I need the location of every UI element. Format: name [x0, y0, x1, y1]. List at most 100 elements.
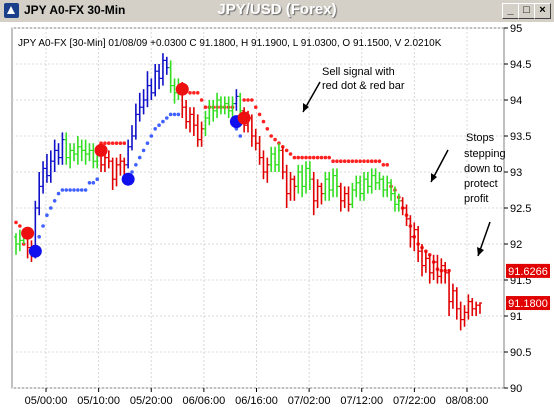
y-tick-label: 90.5 — [510, 347, 531, 359]
y-tick-label: 94 — [510, 95, 522, 107]
stop-dots — [14, 83, 451, 273]
stop-dot — [83, 188, 88, 192]
red-signal-dot — [21, 226, 35, 240]
stop-dot — [346, 159, 351, 163]
stop-dot — [362, 159, 366, 163]
stop-dot — [107, 141, 111, 145]
stop-dot — [41, 224, 45, 228]
stop-dot — [265, 127, 270, 131]
stop-dot — [369, 159, 374, 163]
stop-dot — [385, 163, 390, 167]
stop-dot — [304, 155, 308, 160]
y-tick-label: 92.5 — [510, 203, 531, 215]
stop-dot — [172, 112, 177, 117]
title-bar: JPY A0-FX 30-Min JPY/USD (Forex) _ □ × — [0, 0, 554, 23]
stops-annotation-line-1: Stops — [466, 132, 495, 144]
stop-dot — [350, 159, 355, 163]
stop-dot — [257, 112, 262, 117]
stop-dot — [311, 155, 316, 160]
blue-signal-dot — [28, 244, 42, 258]
stop-dot — [45, 213, 49, 217]
stop-dot — [366, 159, 370, 163]
x-tick-label: 05/10:00 — [77, 395, 120, 407]
stop-dot — [76, 188, 80, 192]
stop-dot — [331, 159, 335, 163]
stop-dot — [203, 105, 208, 109]
price-chart[interactable]: 95 94.5 94 93.5 93 92.5 92 91.5 91 90.5 90 05/00:0… — [0, 22, 554, 414]
stop-dot — [246, 98, 250, 102]
stop-dot — [137, 155, 142, 160]
stop-dot — [52, 199, 57, 203]
stop-dot — [37, 235, 41, 239]
stop-dot — [18, 224, 22, 228]
stops-annotation-line-3: down to — [464, 163, 503, 175]
stop-dot — [253, 105, 258, 109]
close-button[interactable]: × — [534, 3, 551, 19]
sell-arrow-head — [303, 103, 309, 112]
x-tick-label: 05/20:00 — [130, 395, 173, 407]
stop-dot — [72, 188, 76, 192]
stop-dot — [250, 98, 254, 102]
stop-dot — [91, 181, 96, 185]
sell-annotation-line-2: red dot & red bar — [322, 80, 405, 92]
stop-dot — [323, 155, 328, 160]
info-line: JPY A0-FX [30-Min] 01/08/09 +0.0300 C 91… — [18, 38, 442, 49]
price-label-text: 91.1800 — [508, 298, 548, 310]
stop-dot — [273, 137, 277, 142]
stop-dot — [130, 170, 134, 174]
stop-dot — [335, 159, 339, 163]
stop-dot — [300, 155, 304, 160]
minimize-button[interactable]: _ — [502, 3, 519, 19]
red-signal-dot — [94, 143, 108, 157]
x-tick-label: 07/02:00 — [288, 395, 331, 407]
x-tick-label: 07/22:00 — [393, 395, 436, 407]
y-axis: 95 94.5 94 93.5 93 92.5 92 91.5 91 90.5 90 — [504, 23, 531, 395]
stops-annotation-line-4: protect — [464, 178, 498, 190]
stop-dot — [141, 148, 146, 153]
stop-dot — [149, 134, 154, 138]
chart-title: JPY/USD (Forex) — [217, 1, 337, 18]
maximize-button[interactable]: □ — [518, 3, 535, 19]
price-labels: 91.6266 91.1800 — [506, 263, 550, 311]
stop-dot — [327, 155, 332, 160]
stop-dot — [122, 141, 127, 145]
stops-arrow-2-head — [477, 247, 484, 256]
x-tick-label: 06/06:00 — [182, 395, 225, 407]
stops-arrow-1-head — [431, 173, 437, 182]
window-title: JPY A0-FX 30-Min — [24, 3, 126, 17]
stops-annotation-line-5: profit — [464, 193, 488, 205]
price-label-box — [506, 296, 550, 311]
x-tick-label: 06/16:00 — [235, 395, 278, 407]
stop-dot — [168, 112, 173, 117]
y-tick-label: 95 — [510, 23, 522, 35]
stop-dot — [64, 188, 69, 192]
signal-dots — [21, 82, 251, 258]
red-signal-dot — [237, 111, 251, 125]
price-label-text: 91.6266 — [508, 266, 548, 278]
price-label-box — [506, 263, 550, 278]
app-icon — [4, 3, 19, 18]
stop-dot — [373, 159, 378, 163]
stop-dot — [14, 220, 18, 225]
stop-dot — [354, 159, 359, 163]
y-tick-label: 94.5 — [510, 59, 531, 71]
stop-dot — [308, 155, 312, 160]
y-tick-label: 93 — [510, 167, 522, 179]
stop-dot — [319, 155, 324, 160]
grid — [12, 27, 504, 389]
stop-dot — [339, 159, 343, 163]
stop-dot — [199, 98, 204, 102]
stop-dot — [315, 155, 320, 160]
stop-dot — [103, 141, 107, 145]
y-tick-label: 91 — [510, 311, 522, 323]
stop-dot — [118, 141, 123, 145]
blue-signal-dot — [121, 172, 135, 186]
x-tick-label: 08/08:00 — [446, 395, 489, 407]
sell-annotation-line-1: Sell signal with — [322, 66, 395, 78]
y-tick-label: 92 — [510, 239, 522, 251]
stops-annotation-line-2: stepping — [464, 148, 506, 160]
price-bars — [14, 53, 482, 331]
stop-dot — [145, 141, 150, 145]
y-tick-label: 93.5 — [510, 131, 531, 143]
x-tick-label: 07/12:00 — [340, 395, 383, 407]
